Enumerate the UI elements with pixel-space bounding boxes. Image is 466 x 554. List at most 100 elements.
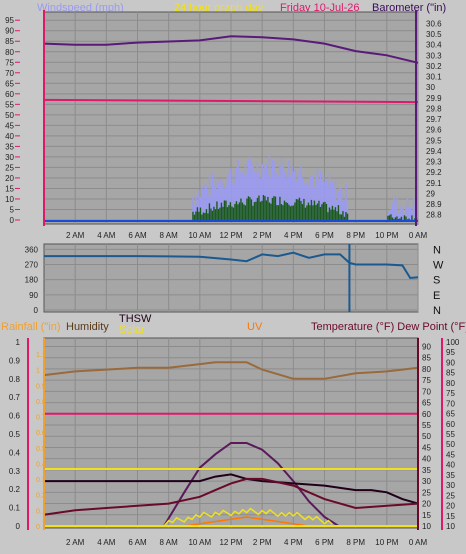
x-tick-label: 4 AM — [97, 231, 116, 240]
thsw-line — [44, 473, 419, 505]
wind-tick-label: 35 — [5, 142, 14, 151]
compass-label: N — [433, 244, 441, 256]
x-tick-label: 0 AM — [409, 538, 428, 547]
temp-tick-label: 80 — [422, 365, 431, 374]
direction-axis-labels: 360 270 180 90 0 — [25, 245, 39, 315]
x-tick-label: 4 PM — [284, 538, 303, 547]
x-tick-label: 12 PM — [219, 231, 242, 240]
temp-tick-label: 20 — [422, 500, 431, 509]
x-tick-label: 4 AM — [97, 538, 116, 547]
dew-tick-label: 50 — [446, 440, 455, 449]
x-tick-label: 10 AM — [188, 538, 211, 547]
dew-tick-label: 100 — [446, 338, 460, 347]
x-tick-label: 8 PM — [346, 538, 365, 547]
dew-tick-label: 20 — [446, 502, 455, 511]
rain-tick-label: 0.1 — [9, 504, 21, 513]
compass-label: N — [433, 305, 441, 317]
dew-tick-label: 95 — [446, 348, 455, 357]
wind-tick-label: 65 — [5, 79, 14, 88]
baro-tick-label: 30.3 — [426, 51, 442, 60]
baro-tick-label: 29.9 — [426, 94, 442, 103]
temp-tick-label: 30 — [422, 477, 431, 486]
barometer-title: Barometer ("in) — [372, 2, 446, 14]
wind-tick-label: 55 — [5, 100, 14, 109]
temp-tick-label: 75 — [422, 376, 431, 385]
thsw-title: THSW — [119, 313, 152, 325]
dew-tick-label: 70 — [446, 399, 455, 408]
dew-tick-label: 60 — [446, 420, 455, 429]
x-tick-label: 2 PM — [253, 231, 272, 240]
dew-tick-label: 55 — [446, 430, 455, 439]
temp-tick-label: 50 — [422, 432, 431, 441]
wind-tick-label: 60 — [5, 90, 14, 99]
baro-tick-label: 29.7 — [426, 115, 442, 124]
wind-tick-label: 25 — [5, 163, 14, 172]
uv-tick-label: 0.7 — [36, 415, 46, 422]
wind-tick-label: 95 — [5, 16, 14, 25]
uv-tick-label: 1.1 — [36, 352, 46, 359]
dew-point-line — [43, 477, 419, 516]
uv-tick-label: 0.5 — [36, 446, 46, 453]
dew-tick-label: 35 — [446, 471, 455, 480]
temperature-x-axis-labels: 2 AM 4 AM 6 AM 8 AM 10 AM 12 PM 2 PM 4 PM 6 PM 8 … — [66, 538, 427, 547]
uv-tick-label: 1 — [36, 368, 40, 375]
solar-title: Solar — [119, 324, 145, 336]
graph-day-title: 24 hour graph day — [174, 2, 264, 14]
dir-tick-label: 0 — [34, 306, 39, 315]
rain-tick-label: 0.9 — [9, 356, 21, 365]
wind-tick-label: 70 — [5, 69, 14, 78]
humidity-line — [43, 361, 419, 380]
temp-tick-label: 90 — [422, 342, 431, 351]
uv-title: UV — [247, 321, 263, 333]
baro-tick-label: 29.6 — [426, 126, 442, 135]
x-tick-label: 2 PM — [253, 538, 272, 547]
wind-tick-label: 45 — [5, 121, 14, 130]
dir-tick-label: 180 — [25, 276, 39, 285]
x-tick-label: 10 PM — [375, 231, 398, 240]
rain-tick-label: 0.8 — [9, 375, 21, 384]
uv-tick-label: 0.8 — [36, 399, 46, 406]
windspeed-bars — [44, 155, 418, 222]
temp-tick-label: 35 — [422, 466, 431, 475]
baro-tick-label: 29.2 — [426, 168, 442, 177]
wind-direction-line — [44, 251, 419, 280]
uv-tick-label: 0 — [36, 524, 40, 531]
baro-tick-label: 28.9 — [426, 200, 442, 209]
wind-tick-label: 40 — [5, 132, 14, 141]
wind-tick-label: 75 — [5, 58, 14, 67]
uv-tick-label: 0.3 — [36, 477, 46, 484]
uv-tick-label: 0.2 — [36, 493, 46, 500]
wind-tick-label: 85 — [5, 37, 14, 46]
compass-label: S — [433, 275, 440, 287]
wind-tick-label: 15 — [5, 184, 14, 193]
temperature-title: Temperature (°F) Dew Point (°F) — [311, 321, 466, 333]
x-tick-label: 8 AM — [160, 231, 179, 240]
wind-reference-line — [43, 98, 419, 104]
wind-tick-label: 50 — [5, 111, 14, 120]
wind-tick-label: 10 — [5, 195, 14, 204]
rain-tick-label: 0 — [16, 522, 21, 531]
dew-tick-label: 40 — [446, 461, 455, 470]
baro-tick-label: 30.6 — [426, 19, 442, 28]
temp-tick-label: 70 — [422, 387, 431, 396]
x-tick-label: 0 AM — [409, 231, 428, 240]
x-tick-label: 2 AM — [66, 538, 85, 547]
baro-tick-label: 29.8 — [426, 104, 442, 113]
dew-tick-label: 30 — [446, 481, 455, 490]
x-tick-label: 12 PM — [219, 538, 242, 547]
x-tick-label: 6 PM — [315, 231, 334, 240]
temp-tick-label: 15 — [422, 511, 431, 520]
wind-tick-label: 80 — [5, 48, 14, 57]
date-title: Friday 10-Jul-26 — [280, 2, 359, 14]
uv-tick-label: 0.9 — [36, 383, 46, 390]
x-tick-label: 8 AM — [160, 538, 179, 547]
temp-tick-label: 45 — [422, 443, 431, 452]
dew-tick-label: 45 — [446, 450, 455, 459]
temp-tick-label: 10 — [422, 522, 431, 531]
x-tick-label: 2 AM — [66, 231, 85, 240]
solar-line — [163, 507, 333, 527]
x-tick-label: 4 PM — [284, 231, 303, 240]
barometer-line — [43, 35, 419, 64]
